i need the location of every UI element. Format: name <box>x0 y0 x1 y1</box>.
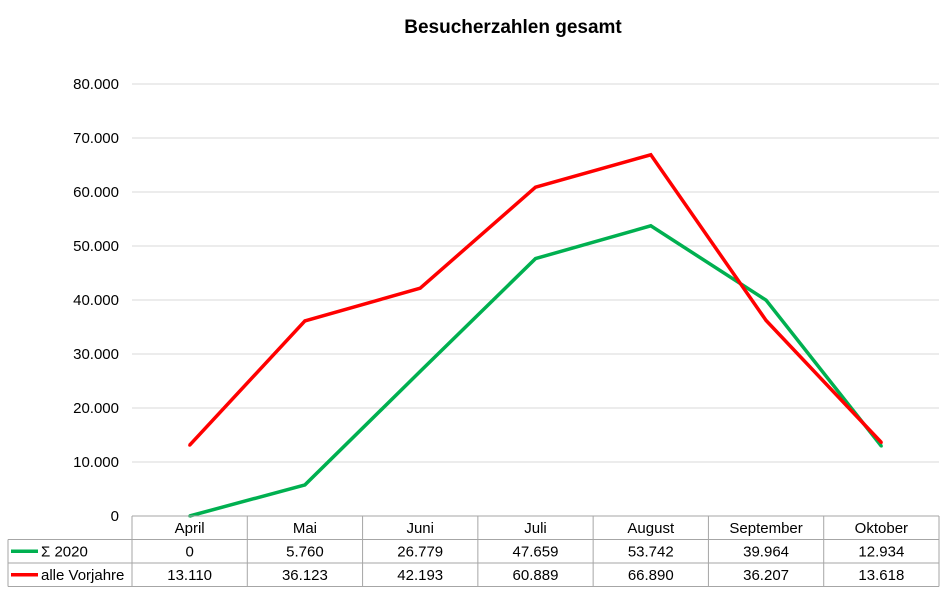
y-tick-label: 40.000 <box>73 292 119 309</box>
y-tick-label: 20.000 <box>73 400 119 417</box>
table-value-cell: 53.742 <box>628 543 674 560</box>
data-point <box>303 319 307 323</box>
data-point <box>418 369 422 373</box>
series-line-1 <box>189 223 883 518</box>
data-table: April Mai Juni Juli August September Oktober Σ … <box>7 515 940 587</box>
data-point <box>188 443 192 447</box>
table-value-cell: 66.890 <box>628 567 674 584</box>
table-value-cell: 39.964 <box>743 543 789 560</box>
x-category-label: Mai <box>293 520 317 537</box>
data-point <box>534 185 537 189</box>
table-value-cell: 42.193 <box>397 567 443 584</box>
data-point <box>764 298 768 302</box>
table-value-cell: 26.779 <box>397 543 443 560</box>
gridlines <box>132 83 939 463</box>
legend-label: Σ 2020 <box>41 543 88 560</box>
table-value-cell: 36.123 <box>282 567 328 584</box>
chart-title: Besucherzahlen gesamt <box>404 17 622 38</box>
data-point <box>764 318 768 322</box>
data-point <box>879 444 883 448</box>
table-value-cell: 60.889 <box>513 567 559 584</box>
table-value-cell: 13.618 <box>858 567 904 584</box>
y-tick-label: 70.000 <box>73 130 119 147</box>
x-category-label: September <box>729 520 802 537</box>
y-tick-label: 60.000 <box>73 184 119 201</box>
y-tick-label: 10.000 <box>73 454 119 471</box>
series-lines <box>188 152 883 518</box>
y-tick-label: 0 <box>111 508 119 525</box>
data-point <box>418 286 422 290</box>
y-axis-ticks: 0 10.000 20.000 30.000 40.000 50.000 60.000 70.… <box>73 76 119 525</box>
x-category-label: Oktober <box>855 520 908 537</box>
data-point <box>649 153 653 157</box>
table-value-cell: 47.659 <box>513 543 559 560</box>
table-value-cell: 12.934 <box>858 543 904 560</box>
y-tick-label: 30.000 <box>73 346 119 363</box>
table-value-cell: 13.110 <box>167 567 212 584</box>
x-category-label: August <box>627 520 675 537</box>
data-point <box>879 440 883 444</box>
data-point <box>649 224 653 228</box>
y-tick-label: 50.000 <box>73 238 119 255</box>
data-point <box>534 257 537 261</box>
table-value-cell: 5.760 <box>286 543 324 560</box>
table-value-cell: 0 <box>185 543 193 560</box>
y-tick-label: 80.000 <box>73 76 119 93</box>
data-point <box>303 483 307 487</box>
x-category-label: Juli <box>524 520 547 537</box>
legend-label: alle Vorjahre <box>41 567 124 584</box>
table-value-cell: 36.207 <box>743 567 789 584</box>
x-category-label: Juni <box>406 520 434 537</box>
x-category-label: April <box>175 520 205 537</box>
